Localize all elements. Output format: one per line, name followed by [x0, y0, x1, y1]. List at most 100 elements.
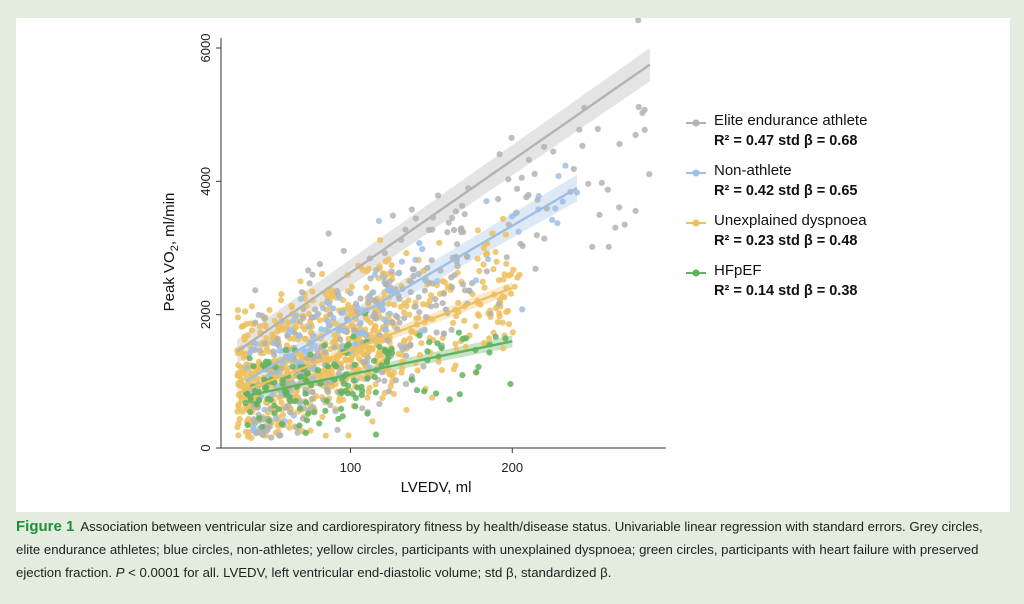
x-tick-label: 200	[501, 460, 523, 475]
data-point-hfpef	[259, 423, 266, 430]
data-point-elite-endurance-athlete	[440, 330, 447, 337]
data-point-hfpef	[311, 409, 318, 416]
data-point-elite-endurance-athlete	[376, 332, 383, 339]
data-point-unexplained-dyspnoea	[435, 358, 442, 365]
data-point-elite-endurance-athlete	[435, 192, 442, 199]
data-point-elite-endurance-athlete	[421, 287, 428, 294]
data-point-unexplained-dyspnoea	[390, 390, 397, 397]
data-point-elite-endurance-athlete	[316, 261, 323, 268]
data-point-unexplained-dyspnoea	[302, 335, 309, 343]
data-point-elite-endurance-athlete	[433, 302, 440, 309]
data-point-unexplained-dyspnoea	[474, 255, 481, 262]
data-point-non-athlete	[243, 364, 251, 371]
data-point-unexplained-dyspnoea	[400, 309, 408, 316]
data-point-elite-endurance-athlete	[596, 211, 603, 218]
data-point-unexplained-dyspnoea	[398, 369, 405, 376]
data-point-hfpef	[278, 421, 286, 428]
data-point-elite-endurance-athlete	[309, 271, 316, 278]
data-point-hfpef	[298, 373, 305, 380]
data-point-elite-endurance-athlete	[415, 294, 422, 301]
data-point-unexplained-dyspnoea	[234, 314, 241, 321]
data-point-elite-endurance-athlete	[439, 300, 446, 307]
data-point-hfpef	[473, 369, 480, 376]
data-point-unexplained-dyspnoea	[293, 324, 300, 331]
data-point-elite-endurance-athlete	[514, 185, 521, 192]
data-point-non-athlete	[371, 271, 378, 278]
data-point-hfpef	[426, 339, 433, 346]
data-point-elite-endurance-athlete	[585, 180, 592, 187]
data-point-elite-endurance-athlete	[616, 204, 623, 211]
data-point-elite-endurance-athlete	[325, 388, 332, 396]
data-point-hfpef	[350, 333, 357, 340]
data-point-hfpef	[507, 380, 514, 388]
data-point-elite-endurance-athlete	[425, 226, 432, 234]
data-point-elite-endurance-athlete	[605, 243, 612, 250]
data-point-unexplained-dyspnoea	[299, 323, 306, 330]
data-point-hfpef	[242, 399, 249, 407]
data-point-elite-endurance-athlete	[410, 272, 417, 279]
data-point-hfpef	[256, 415, 263, 422]
data-point-non-athlete	[484, 256, 492, 263]
data-point-hfpef	[246, 355, 253, 362]
data-point-elite-endurance-athlete	[338, 365, 345, 372]
data-point-elite-endurance-athlete	[424, 264, 431, 271]
y-axis-label: Peak VO2, ml/min	[161, 193, 181, 312]
data-point-unexplained-dyspnoea	[369, 418, 376, 425]
data-point-hfpef	[289, 363, 296, 370]
data-point-hfpef	[302, 399, 310, 406]
data-point-hfpef	[372, 431, 380, 438]
data-point-unexplained-dyspnoea	[265, 348, 273, 355]
data-point-hfpef	[292, 397, 299, 405]
data-point-non-athlete	[573, 189, 581, 196]
data-point-unexplained-dyspnoea	[439, 278, 446, 285]
data-point-unexplained-dyspnoea	[490, 266, 497, 273]
data-point-elite-endurance-athlete	[381, 250, 388, 257]
data-point-unexplained-dyspnoea	[348, 354, 355, 361]
data-point-elite-endurance-athlete	[449, 214, 456, 221]
data-point-hfpef	[350, 377, 357, 384]
data-point-unexplained-dyspnoea	[476, 267, 483, 275]
data-point-unexplained-dyspnoea	[244, 332, 251, 339]
data-point-hfpef	[261, 384, 268, 391]
data-point-elite-endurance-athlete	[331, 344, 338, 351]
data-point-elite-endurance-athlete	[461, 211, 468, 218]
data-point-hfpef	[354, 384, 361, 391]
data-point-elite-endurance-athlete	[381, 377, 388, 384]
data-points	[234, 17, 653, 441]
data-point-unexplained-dyspnoea	[406, 311, 413, 318]
data-point-hfpef	[247, 408, 254, 415]
data-point-unexplained-dyspnoea	[286, 424, 293, 431]
data-point-non-athlete	[314, 311, 321, 318]
data-point-unexplained-dyspnoea	[321, 373, 329, 380]
caption-text-2: < 0.0001 for all. LVEDV, left ventricula…	[124, 565, 612, 580]
data-point-elite-endurance-athlete	[259, 429, 266, 436]
fit-line-elite-endurance-athlete	[236, 63, 651, 353]
data-point-hfpef	[459, 372, 466, 379]
data-point-hfpef	[254, 401, 261, 408]
data-point-non-athlete	[472, 277, 479, 284]
figure-label: Figure 1	[16, 518, 75, 535]
data-point-non-athlete	[246, 349, 253, 357]
data-point-elite-endurance-athlete	[449, 284, 456, 291]
data-point-elite-endurance-athlete	[508, 134, 515, 141]
data-point-elite-endurance-athlete	[632, 131, 639, 138]
data-point-unexplained-dyspnoea	[316, 317, 323, 324]
data-point-non-athlete	[398, 258, 405, 265]
data-point-elite-endurance-athlete	[415, 270, 422, 278]
data-point-elite-endurance-athlete	[466, 287, 473, 294]
data-point-elite-endurance-athlete	[641, 126, 648, 133]
data-point-non-athlete	[370, 289, 377, 296]
data-point-unexplained-dyspnoea	[500, 345, 507, 352]
data-point-unexplained-dyspnoea	[385, 256, 392, 263]
data-point-unexplained-dyspnoea	[291, 335, 298, 342]
data-point-elite-endurance-athlete	[268, 434, 275, 441]
data-point-unexplained-dyspnoea	[235, 382, 242, 389]
data-point-hfpef	[244, 421, 251, 429]
y-tick-label: 6000	[198, 34, 213, 63]
legend-symbol-hfpef	[686, 269, 706, 277]
data-point-unexplained-dyspnoea	[365, 345, 372, 352]
legend-symbol-dyspnoea	[686, 219, 706, 227]
data-point-elite-endurance-athlete	[297, 400, 304, 407]
fit-line-hfpef	[245, 340, 513, 398]
legend-label-non-athlete: Non-athlete	[714, 162, 792, 179]
